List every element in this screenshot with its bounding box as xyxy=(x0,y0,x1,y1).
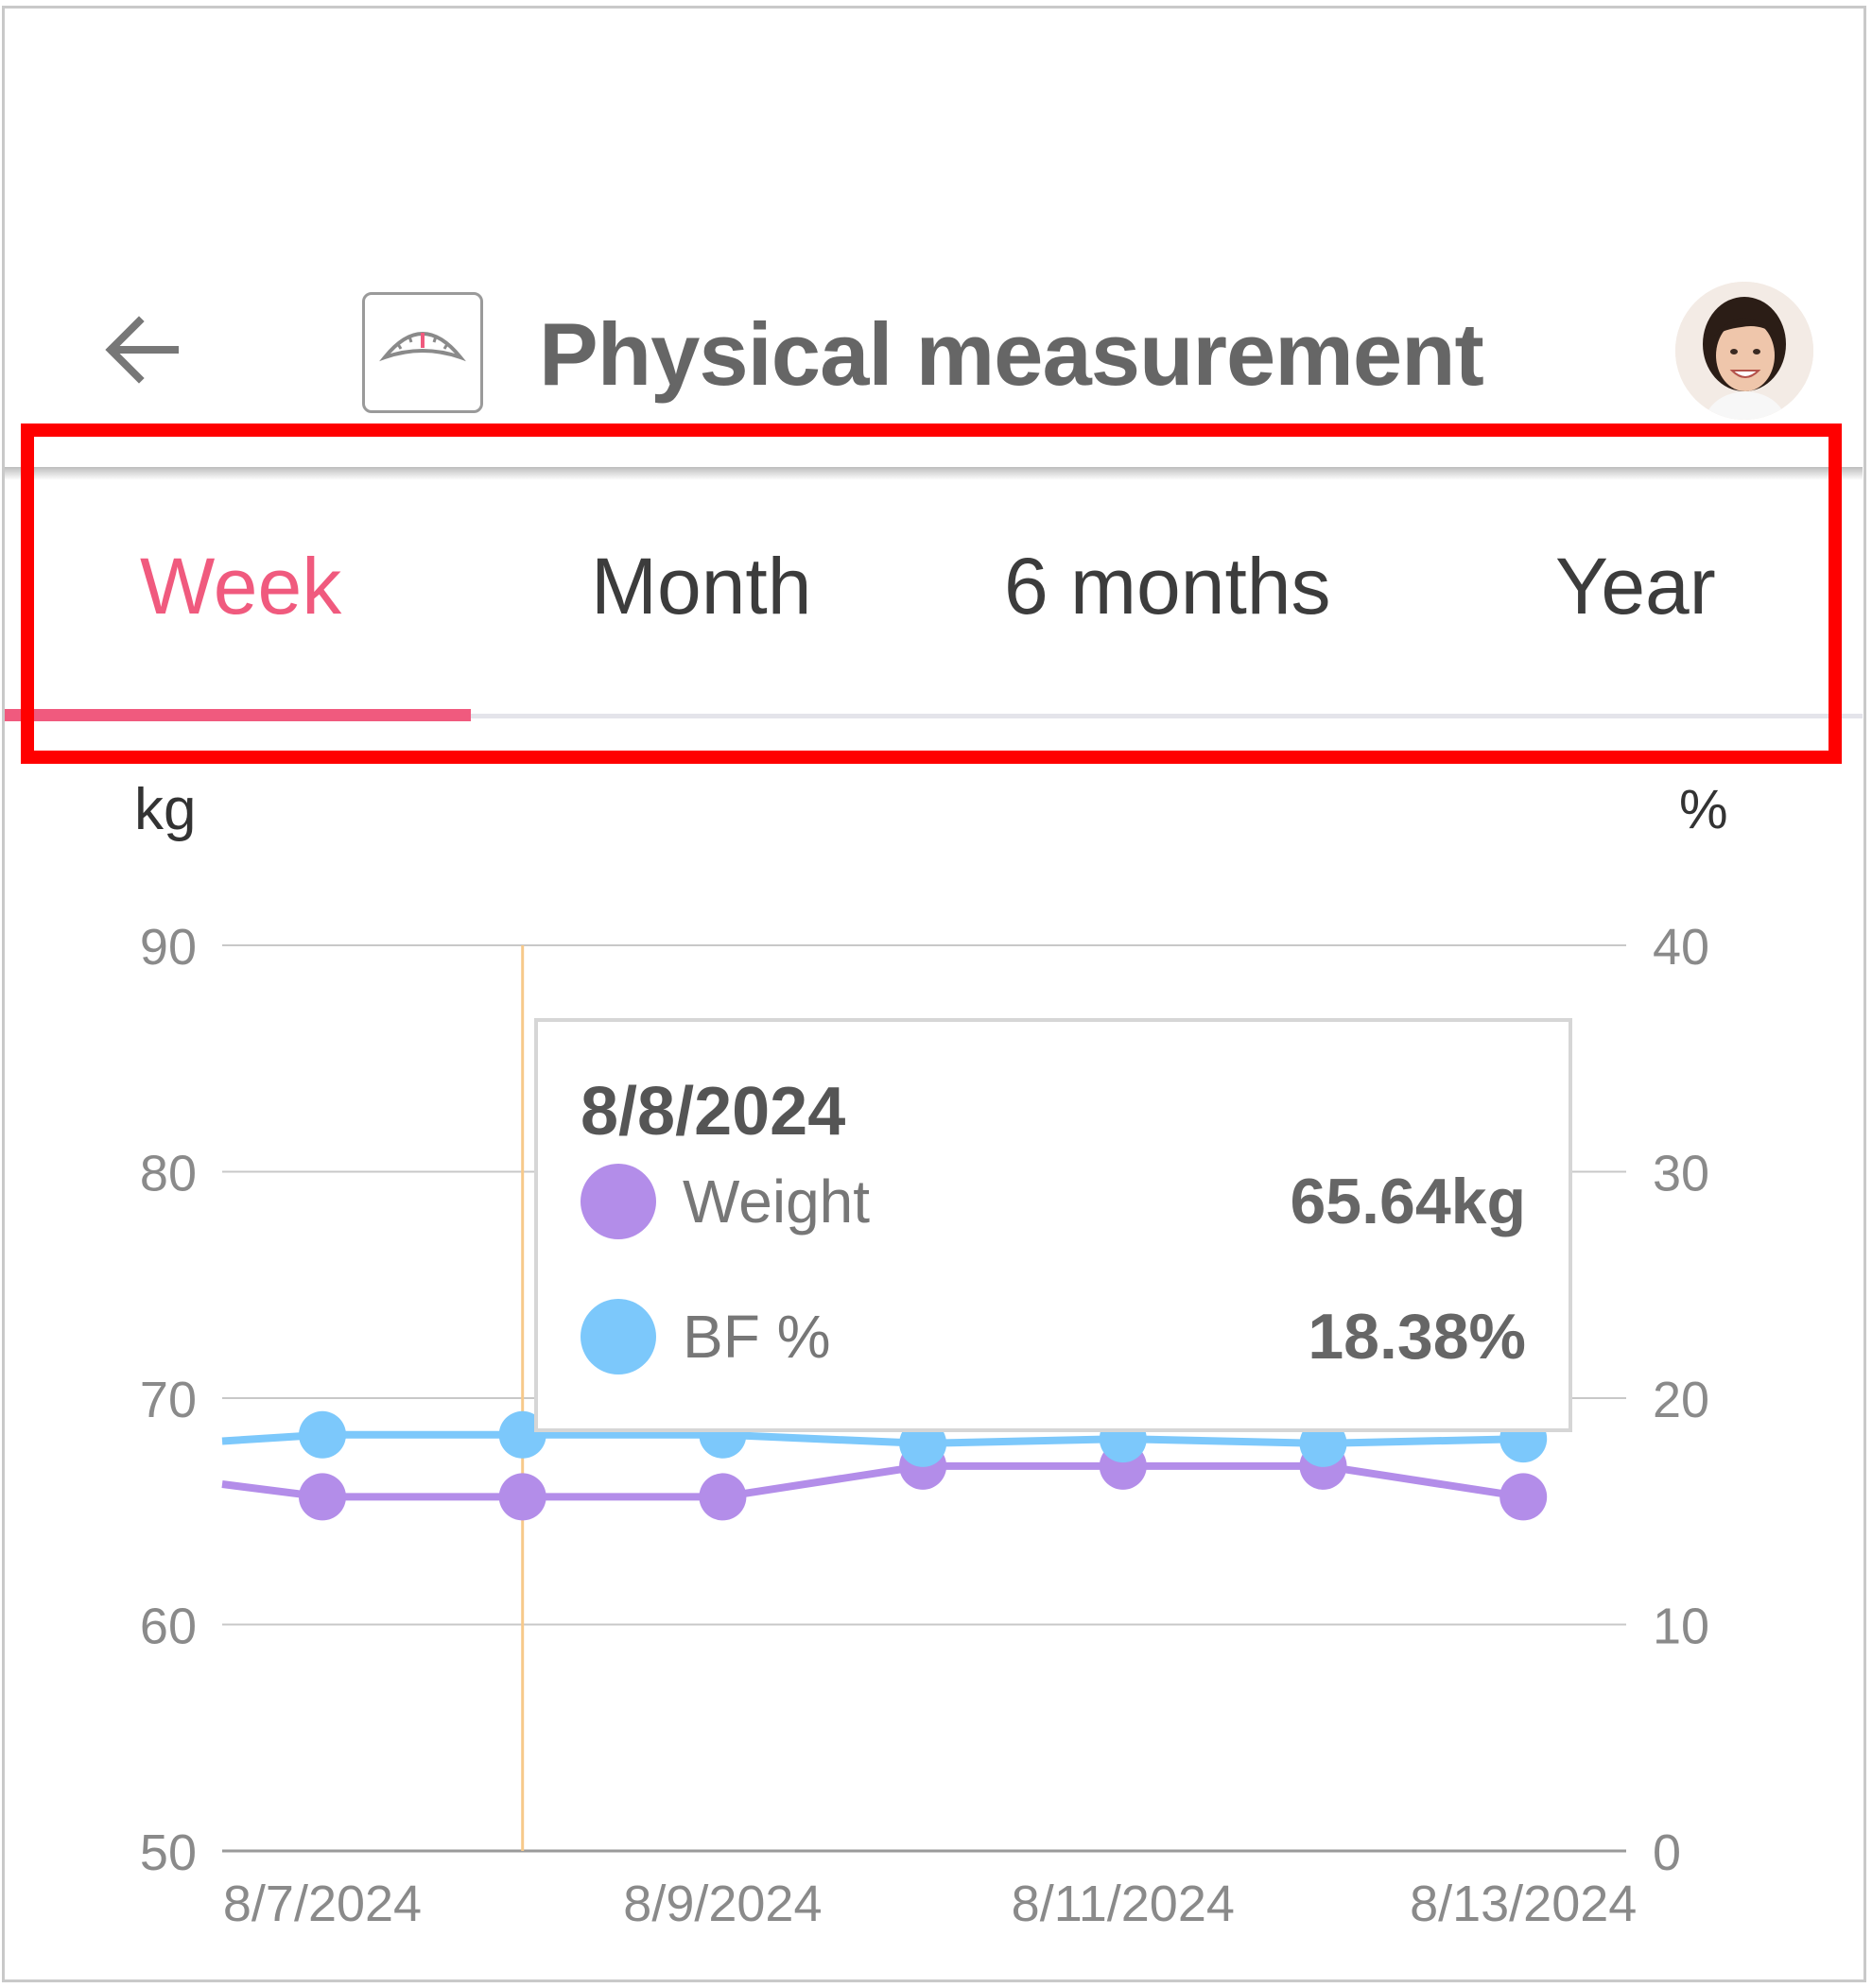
series-line-weight xyxy=(221,1461,1524,1501)
weight-legend-dot xyxy=(581,1164,656,1239)
y-left-tick: 80 xyxy=(140,1146,197,1202)
data-point-weight xyxy=(299,1473,346,1521)
scale-icon xyxy=(362,292,483,413)
data-point-bf xyxy=(299,1410,346,1459)
x-tick-label: 8/13/2024 xyxy=(1410,1876,1637,1932)
y-left-tick: 60 xyxy=(140,1599,197,1655)
y-right-tick: 40 xyxy=(1653,919,1709,976)
tooltip-bf-label: BF % xyxy=(683,1303,831,1371)
tooltip-weight-value: 65.64kg xyxy=(1290,1166,1526,1237)
y-right-tick: 0 xyxy=(1653,1824,1681,1881)
tab-6-months[interactable]: 6 months xyxy=(1004,542,1331,631)
y-left-tick: 70 xyxy=(140,1372,197,1428)
series-line-bf xyxy=(221,1430,1524,1447)
page-title: Physical measurement xyxy=(539,304,1484,404)
tab-year[interactable]: Year xyxy=(1555,542,1716,631)
data-point-weight xyxy=(699,1473,747,1521)
screen-frame xyxy=(2,6,1866,1982)
bf-legend-dot xyxy=(581,1299,656,1374)
data-point-weight xyxy=(1499,1473,1548,1521)
y-right-unit: % xyxy=(1679,779,1728,840)
x-tick-label: 8/7/2024 xyxy=(223,1876,422,1932)
y-right-tick: 20 xyxy=(1653,1372,1709,1428)
tab-baseline xyxy=(5,714,1863,718)
tab-week[interactable]: Week xyxy=(140,542,342,631)
tab-month[interactable]: Month xyxy=(591,542,812,631)
back-button[interactable] xyxy=(95,303,189,397)
tooltip-date: 8/8/2024 xyxy=(581,1074,846,1150)
y-left-unit: kg xyxy=(134,777,197,842)
x-tick-label: 8/11/2024 xyxy=(1012,1876,1235,1932)
tooltip-row-bf: BF % 18.38% xyxy=(581,1294,1526,1379)
user-avatar[interactable] xyxy=(1675,282,1813,420)
y-right-tick: 10 xyxy=(1653,1599,1709,1655)
data-point-weight xyxy=(498,1473,546,1521)
x-tick-label: 8/9/2024 xyxy=(623,1876,822,1932)
arrow-left-icon xyxy=(105,316,179,384)
y-left-tick: 50 xyxy=(140,1824,197,1881)
y-right-tick: 30 xyxy=(1653,1146,1709,1202)
tooltip-row-weight: Weight 65.64kg xyxy=(581,1159,1526,1244)
y-left-tick: 90 xyxy=(140,919,197,976)
chart-tooltip: 8/8/2024 Weight 65.64kg BF % 18.38% xyxy=(534,1018,1572,1432)
tooltip-bf-value: 18.38% xyxy=(1308,1301,1526,1373)
tab-active-indicator xyxy=(5,709,471,721)
tooltip-weight-label: Weight xyxy=(683,1167,871,1236)
period-tabs: Week Month 6 months Year xyxy=(5,473,1863,721)
tabs-shadow xyxy=(5,467,1863,480)
